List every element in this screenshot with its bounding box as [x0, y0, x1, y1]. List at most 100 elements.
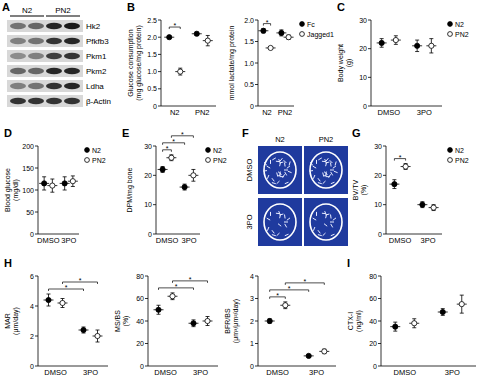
y-tick: [35, 146, 38, 147]
x-axis: [161, 106, 216, 107]
y-tick: [35, 168, 38, 169]
marks: [389, 164, 438, 211]
legend-label: N2: [213, 147, 222, 154]
significance-label: *: [181, 131, 184, 138]
row-label: DMSO: [245, 159, 254, 182]
y-label-line: CTX-I: [347, 312, 354, 330]
y-axis-label: Blood glucose(mg/dl): [4, 168, 20, 212]
y-tick-label: 2.5: [147, 17, 157, 24]
y-tick: [153, 204, 156, 205]
legend-label: PN2: [213, 157, 227, 164]
y-tick: [35, 234, 38, 235]
significance-label: *: [189, 276, 192, 283]
legend-marker: [85, 158, 90, 163]
error-bar: [60, 177, 70, 190]
y-label-line: BFR/BS: [224, 308, 231, 334]
point: [156, 307, 161, 312]
y-tick-label: 50: [26, 209, 34, 216]
chart: C0102030Body weight(g)DMSO3PON2PN2: [337, 1, 469, 117]
panel-letter: C: [337, 1, 345, 13]
point: [167, 35, 172, 40]
y-tick: [153, 175, 156, 176]
blot-band: [64, 23, 80, 29]
y-tick-label: 20: [144, 172, 152, 179]
row-label: 3PO: [245, 214, 254, 229]
y-tick: [35, 366, 38, 367]
y-tick-label: 0: [140, 363, 144, 370]
error-bar: [390, 322, 400, 331]
y-label-line: (%): [122, 316, 130, 327]
significance-label: *: [266, 19, 269, 26]
error-bar: [265, 319, 275, 324]
y-tick-label: 150: [22, 165, 34, 172]
y-tick: [383, 204, 386, 205]
x-tick-label: DMSO: [389, 236, 412, 245]
microct-image: [304, 198, 348, 246]
point: [194, 31, 199, 36]
y-label-line: Glucose consumption: [127, 29, 135, 96]
figure: AN2PN2Hk2Pfkfb3Pkm1Pkm2Ldhaβ-ActinFN2PN2…: [0, 0, 483, 382]
y-tick-label: 30: [359, 17, 367, 24]
point: [182, 184, 187, 189]
y-tick: [255, 343, 258, 344]
y-label-line: (%): [360, 185, 368, 196]
x-tick-label: PN2: [195, 108, 210, 117]
row-label: β-Actin: [86, 97, 111, 106]
y-tick-label: 0: [378, 231, 382, 238]
y-label-line: (mg glucose/mg protein): [135, 25, 143, 100]
y-tick: [378, 321, 381, 322]
y-label-line: MS/BS: [114, 310, 121, 332]
error-bar: [154, 305, 164, 314]
point: [261, 28, 266, 33]
point: [286, 35, 291, 40]
point: [62, 181, 67, 186]
y-tick-label: 20: [136, 340, 144, 347]
y-tick-label: 80: [369, 273, 377, 280]
y-axis-label: Glucose consumption(mg glucose/mg protei…: [127, 25, 143, 100]
error-bar: [188, 169, 198, 181]
marks: [39, 176, 78, 192]
blot-band: [64, 83, 80, 89]
y-tick: [158, 71, 161, 72]
error-bar: [79, 327, 89, 333]
y-tick-label: 1: [250, 340, 254, 347]
marks: [265, 302, 330, 359]
point: [42, 181, 47, 186]
y-tick: [158, 106, 161, 107]
blot-strip: [7, 50, 83, 62]
column-label: PN2: [55, 6, 71, 15]
cortex: [310, 204, 342, 240]
x-tick-label: 3PO: [83, 368, 98, 377]
chart: E0102030DPM/mg boneDMSO3PO***N2PN2: [122, 127, 227, 245]
legend-label: N2: [92, 147, 101, 154]
blot-band: [10, 53, 26, 59]
error-bar: [438, 309, 448, 316]
x-tick-label: 3PO: [193, 368, 208, 377]
x-tick-label: DMSO: [378, 108, 401, 117]
x-tick-label: DMSO: [44, 368, 67, 377]
panel-letter: A: [2, 1, 10, 13]
point: [169, 155, 174, 160]
blot-strip: [7, 35, 83, 47]
y-tick: [383, 175, 386, 176]
y-tick: [255, 321, 258, 322]
y-tick-label: 100: [22, 187, 34, 194]
legend-marker: [448, 32, 453, 37]
significance-label: *: [79, 277, 82, 284]
x-axis: [381, 366, 476, 367]
marks: [377, 36, 437, 53]
significance-label: *: [166, 145, 169, 152]
blot-band: [10, 68, 26, 74]
y-tick: [368, 48, 371, 49]
chart: 00.51.01.52.0mmol lactate/mg proteinN2PN…: [228, 17, 334, 118]
error-bar: [203, 35, 213, 45]
blot-band: [64, 68, 80, 74]
y-tick: [153, 234, 156, 235]
y-tick-label: 0: [148, 231, 152, 238]
panel-letter: B: [127, 1, 135, 13]
y-axis-label: mmol lactate/mg protein: [228, 26, 236, 101]
y-tick-label: 2: [30, 333, 34, 340]
y-tick: [255, 298, 258, 299]
blot-band: [28, 68, 44, 74]
point: [283, 303, 288, 308]
